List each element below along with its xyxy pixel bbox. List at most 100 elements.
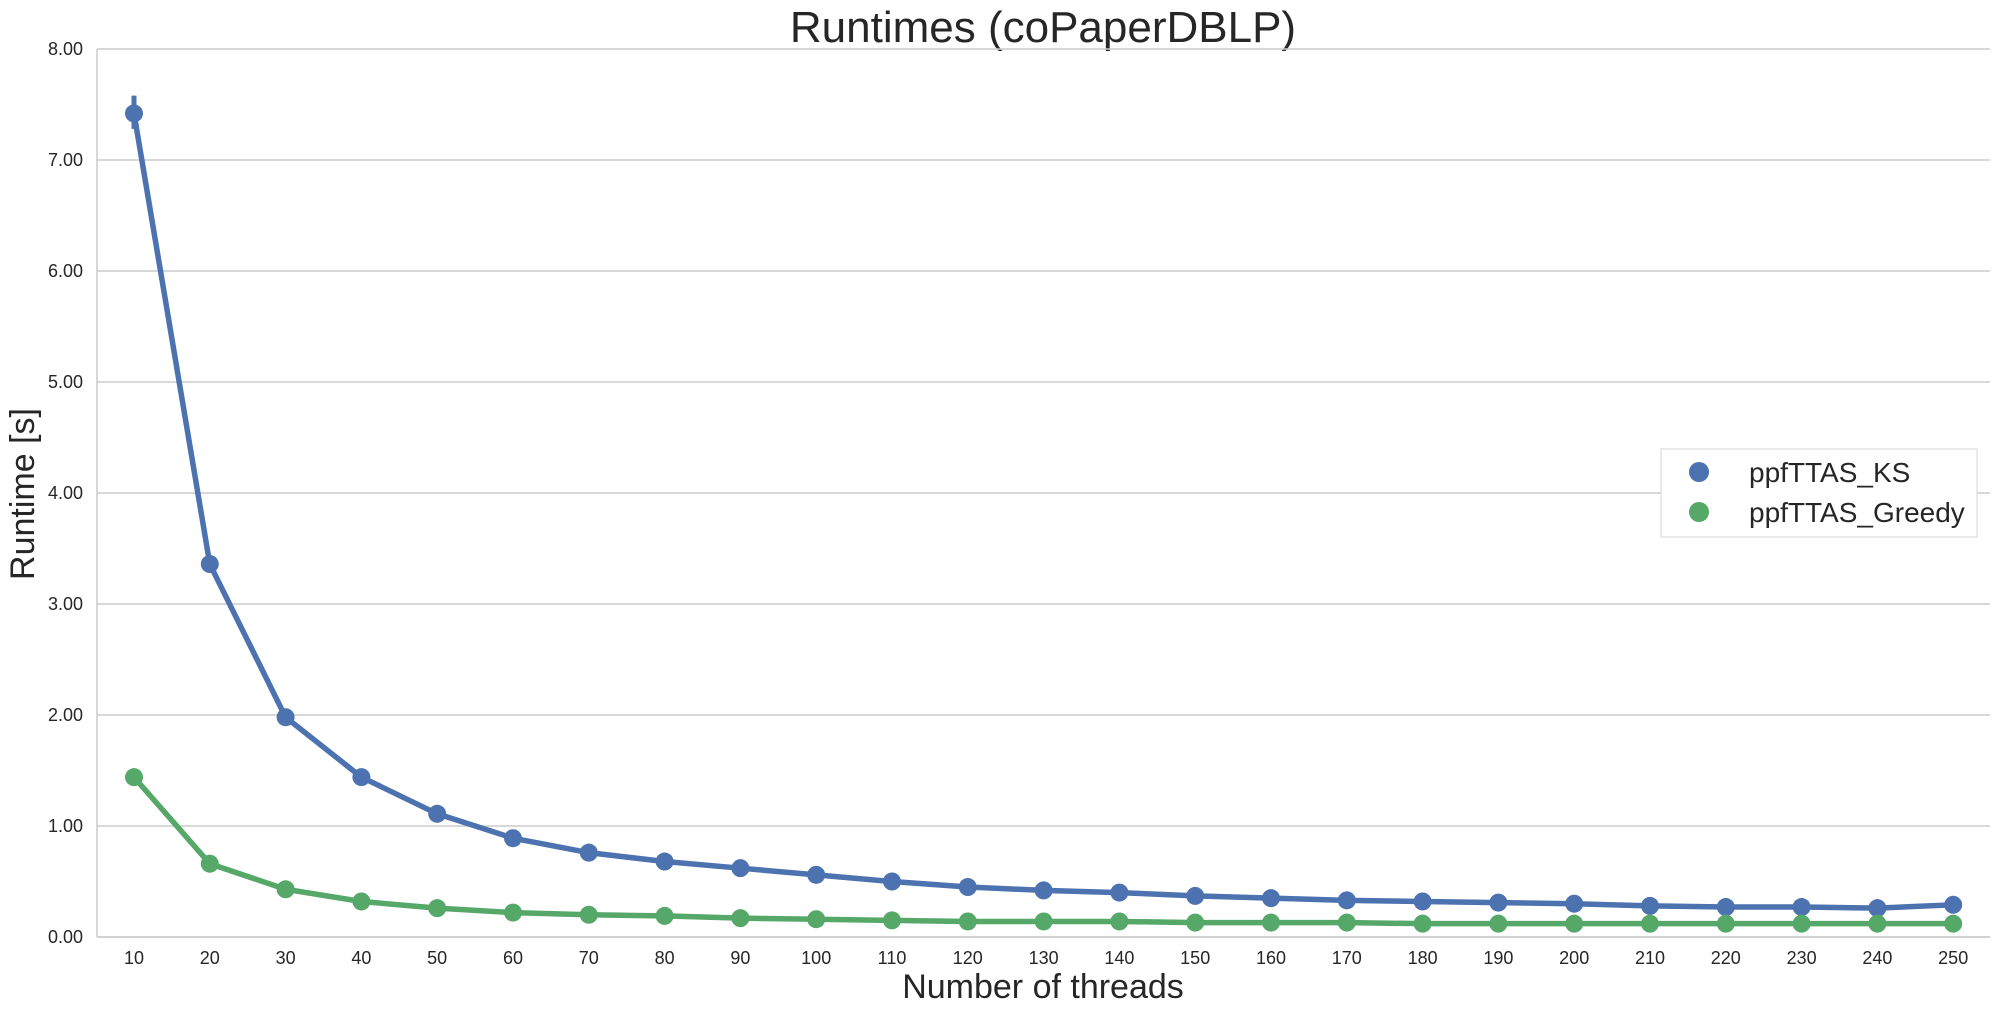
data-point [125,768,143,787]
data-point [1565,894,1584,913]
x-tick-label: 110 [878,948,907,968]
y-tick-label: 1.00 [48,816,83,836]
y-tick-label: 5.00 [48,372,83,392]
data-point [1413,892,1432,911]
legend-frame [1660,448,1978,538]
x-tick-label: 130 [1029,948,1059,968]
legend-label: ppfTTAS_KS [1749,457,1910,488]
data-point [1262,889,1280,908]
data-point [428,899,447,918]
data-point [655,852,674,871]
x-tick-label: 230 [1787,948,1817,968]
data-point [1034,881,1053,900]
data-point [958,912,977,931]
data-series [125,95,1963,933]
x-tick-label: 50 [427,948,447,968]
data-point [1262,913,1280,932]
data-point [579,905,598,924]
y-tick-label: 8.00 [48,39,83,59]
x-tick-label: 240 [1862,948,1892,968]
x-tick-label: 190 [1483,948,1513,968]
x-tick-label: 220 [1711,948,1741,968]
data-point [1641,896,1659,915]
data-point [1792,914,1811,933]
data-point [276,880,295,899]
x-tick-label: 100 [801,948,831,968]
data-point [1489,914,1508,933]
data-point [1868,914,1887,933]
data-point [428,804,447,823]
data-point [731,859,750,878]
data-point [807,865,826,884]
data-point [655,906,674,925]
data-point [1868,899,1887,918]
y-tick-label: 4.00 [48,483,83,503]
data-point [1110,883,1129,902]
x-tick-label: 160 [1256,948,1286,968]
x-tick-labels: 10 20 30 40 50 60 70 80 90 100 110 120 130 140 150 160 1… [124,948,1968,968]
data-point [504,829,522,848]
data-point [1944,914,1963,933]
legend-label: ppfTTAS_Greedy [1749,497,1965,528]
data-point [200,555,219,574]
x-tick-label: 210 [1635,948,1665,968]
data-point [1110,912,1129,931]
data-point [125,104,143,123]
x-axis-label: Number of threads [902,968,1184,1006]
data-point [504,903,522,922]
data-point [276,708,295,727]
x-tick-label: 250 [1938,948,1968,968]
x-tick-label: 20 [200,948,220,968]
x-tick-label: 70 [579,948,599,968]
legend-marker [1689,462,1709,482]
series-ppfTTAS_Greedy [125,768,1963,933]
x-tick-label: 170 [1332,948,1362,968]
series-ppfTTAS_KS [125,95,1963,918]
data-point [883,911,901,930]
data-point [1716,898,1735,917]
y-tick-label: 2.00 [48,705,83,725]
data-point [1186,886,1205,905]
x-tick-label: 180 [1408,948,1438,968]
chart-title: Runtimes (coPaperDBLP) [790,3,1296,52]
y-tick-label: 3.00 [48,594,83,614]
data-point [1641,914,1659,933]
data-point [958,878,977,897]
data-point [1034,912,1053,931]
y-axis-label: Runtime [s] [4,408,42,580]
data-point [1186,913,1205,932]
x-tick-label: 120 [953,948,983,968]
x-tick-label: 40 [351,948,371,968]
y-tick-label: 6.00 [48,261,83,281]
x-tick-label: 150 [1180,948,1210,968]
data-point [1944,895,1963,914]
y-tick-label: 7.00 [48,150,83,170]
data-point [200,854,219,873]
x-tick-label: 30 [276,948,296,968]
data-point [731,909,750,928]
data-point [807,910,826,929]
data-point [1489,893,1508,912]
data-point [1337,913,1356,932]
y-tick-label: 0.00 [48,927,83,947]
legend-marker [1689,502,1709,522]
axes [96,49,1990,938]
data-point [1716,914,1735,933]
data-point [1565,914,1584,933]
x-tick-label: 140 [1104,948,1134,968]
y-tick-labels: 0.00 1.00 2.00 3.00 4.00 5.00 6.00 7.00 8.00 [48,39,83,947]
x-tick-label: 90 [730,948,750,968]
data-point [883,872,901,891]
x-tick-label: 60 [503,948,523,968]
x-tick-label: 10 [124,948,144,968]
data-point [1337,891,1356,910]
data-point [352,768,371,787]
gridlines [97,48,1990,938]
data-point [1413,914,1432,933]
data-point [1792,898,1811,917]
data-point [579,843,598,862]
x-tick-label: 200 [1559,948,1589,968]
legend: ppfTTAS_KS ppfTTAS_Greedy [1660,448,1978,538]
data-point [352,892,371,911]
